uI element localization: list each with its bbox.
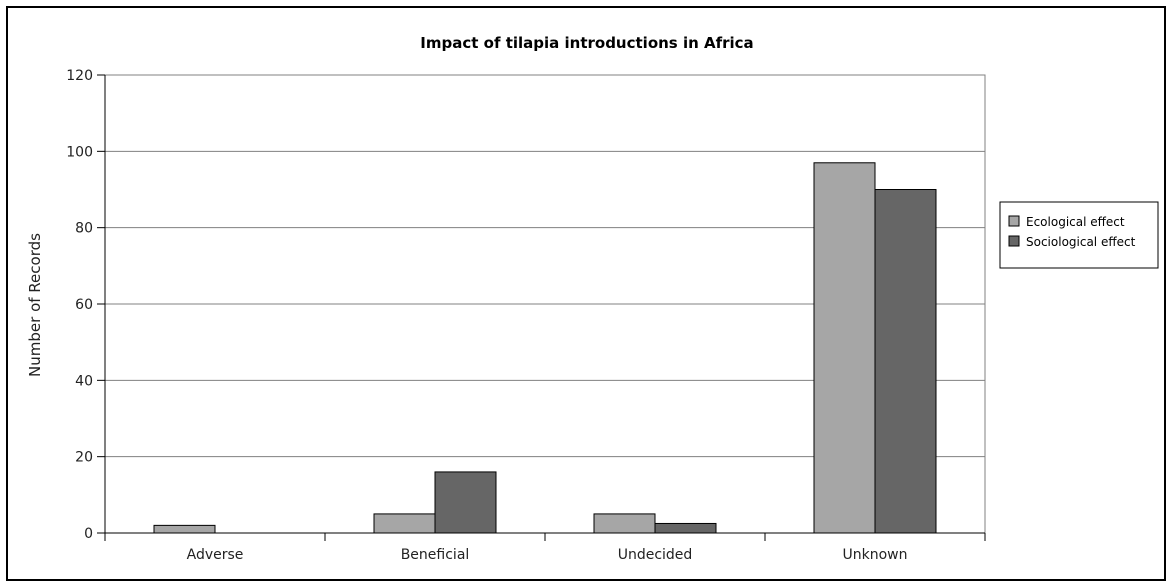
y-tick-label: 40: [75, 373, 93, 389]
y-tick-label: 100: [66, 144, 93, 160]
bar-adverse-ecological-effect: [153, 524, 216, 534]
y-tick-label: 80: [75, 221, 93, 237]
bar-unknown-sociological-effect: [874, 189, 937, 534]
chart-frame: [6, 6, 1166, 581]
chart-title: Impact of tilapia introductions in Afric…: [420, 34, 753, 52]
y-tick-label: 0: [84, 526, 93, 542]
y-tick-label: 20: [75, 450, 93, 466]
x-tick-label: Undecided: [618, 547, 693, 563]
legend-label: Ecological effect: [1026, 215, 1125, 229]
bars: [153, 162, 937, 534]
y-tick-label: 120: [66, 68, 93, 84]
x-tick-label: Adverse: [187, 547, 244, 563]
axes: 0 20 40 60 80 100 120 Adverse Beneficial Undecide…: [66, 68, 986, 563]
x-tick-label: Beneficial: [401, 547, 470, 563]
x-tick-label: Unknown: [843, 547, 908, 563]
legend-swatch: [1008, 235, 1020, 247]
bar-beneficial-ecological-effect: [373, 513, 436, 534]
y-axis-label: Number of Records: [26, 233, 44, 377]
legend-swatch: [1008, 215, 1020, 227]
bar-undecided-ecological-effect: [593, 513, 656, 534]
y-tick-label: 60: [75, 297, 93, 313]
bar-undecided-sociological-effect: [654, 522, 717, 534]
bar-beneficial-sociological-effect: [434, 471, 497, 534]
legend: Ecological effect Sociological effect: [999, 201, 1159, 269]
legend-box: [999, 201, 1159, 269]
legend-label: Sociological effect: [1026, 235, 1136, 249]
bar-unknown-ecological-effect: [813, 162, 876, 534]
